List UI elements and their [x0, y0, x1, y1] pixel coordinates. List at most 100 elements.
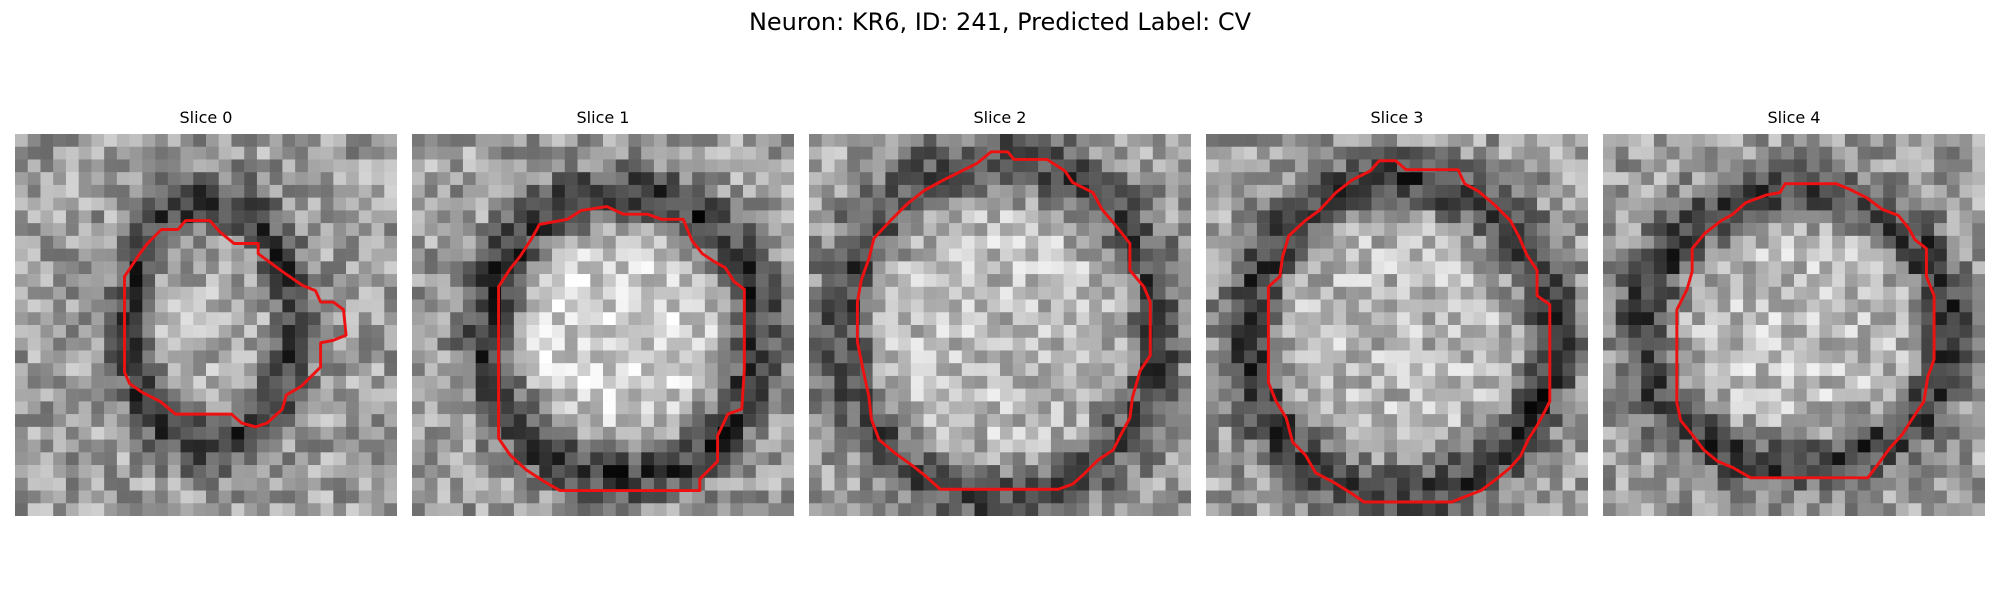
pixel [1165, 210, 1179, 224]
pixel [1895, 375, 1909, 389]
pixel [358, 337, 372, 351]
pixel [1307, 197, 1321, 211]
pixel [1819, 172, 1833, 186]
pixel [1422, 235, 1436, 249]
pixel [206, 401, 219, 415]
pixel [1165, 299, 1179, 313]
pixel [65, 197, 79, 211]
pixel [1806, 286, 1820, 300]
pixel [564, 223, 578, 237]
pixel [1063, 197, 1077, 211]
pixel [1165, 490, 1179, 504]
pixel [180, 325, 194, 338]
pixel [155, 465, 169, 479]
pixel [1511, 426, 1525, 440]
pixel [180, 223, 194, 237]
pixel [666, 477, 680, 491]
pixel [1384, 235, 1398, 249]
pixel [834, 286, 848, 300]
pixel [231, 363, 245, 377]
pixel [1025, 261, 1039, 275]
pixel [1165, 146, 1179, 160]
pixel [590, 146, 604, 160]
pixel [1857, 375, 1871, 389]
pixel [1460, 197, 1474, 211]
pixel [180, 439, 194, 453]
pixel [1063, 363, 1077, 377]
pixel [412, 426, 425, 440]
pixel [1959, 490, 1973, 504]
pixel [513, 350, 527, 364]
pixel [1755, 426, 1769, 440]
pixel [641, 439, 655, 453]
pixel [384, 414, 397, 428]
pixel [65, 426, 79, 440]
pixel [1101, 235, 1115, 249]
pixel [781, 414, 794, 428]
pixel [513, 134, 527, 147]
pixel [346, 325, 360, 338]
pixel [295, 337, 309, 351]
pixel [1857, 261, 1871, 275]
pixel [269, 146, 283, 160]
pixel [1025, 452, 1039, 466]
pixel [1537, 159, 1551, 173]
pixel [193, 439, 207, 453]
pixel [501, 503, 515, 516]
pixel [1615, 184, 1629, 198]
pixel [462, 350, 476, 364]
pixel [1397, 325, 1410, 338]
pixel [142, 134, 156, 147]
pixel [577, 299, 591, 313]
pixel [1114, 375, 1128, 389]
pixel [628, 426, 642, 440]
pixel [320, 248, 334, 262]
pixel [1781, 159, 1795, 173]
pixel [1615, 248, 1629, 262]
pixel [27, 375, 41, 389]
pixel [1473, 210, 1487, 224]
pixel [1781, 337, 1795, 351]
pixel [666, 375, 680, 389]
pixel [1346, 312, 1360, 326]
pixel [1819, 159, 1833, 173]
pixel [91, 477, 105, 491]
pixel [615, 223, 629, 237]
pixel [129, 503, 143, 516]
pixel [1114, 210, 1128, 224]
pixel [256, 210, 270, 224]
pixel [885, 426, 899, 440]
pixel [1320, 235, 1334, 249]
pixel [1101, 134, 1115, 147]
pixel [384, 248, 397, 262]
pixel [653, 414, 667, 428]
pixel [1498, 439, 1512, 453]
pixel [1409, 223, 1423, 237]
pixel [1178, 312, 1191, 326]
pixel [910, 337, 924, 351]
pixel [872, 477, 886, 491]
pixel [1218, 223, 1232, 237]
pixel [256, 477, 270, 491]
pixel [821, 210, 835, 224]
pixel [244, 375, 258, 389]
pixel [961, 210, 975, 224]
pixel [1628, 274, 1642, 288]
pixel [1692, 197, 1706, 211]
pixel [1320, 223, 1334, 237]
pixel [65, 172, 79, 186]
pixel [1870, 401, 1884, 415]
pixel [1050, 363, 1064, 377]
pixel [1218, 477, 1232, 491]
pixel [974, 312, 988, 326]
pixel [1641, 210, 1655, 224]
pixel [1537, 134, 1551, 147]
pixel [78, 197, 92, 211]
pixel [1794, 312, 1807, 326]
pixel [1025, 172, 1039, 186]
pixel [1346, 503, 1360, 516]
pixel [1460, 261, 1474, 275]
pixel [437, 401, 451, 415]
pixel [1781, 172, 1795, 186]
pixel [91, 375, 105, 389]
